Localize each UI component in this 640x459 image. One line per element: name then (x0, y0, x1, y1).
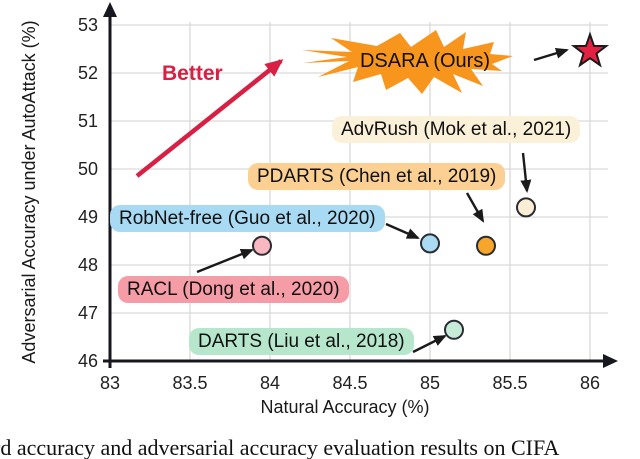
annotation-arrow (465, 192, 485, 223)
x-tick-label: 85 (419, 373, 441, 393)
y-tick-label: 49 (77, 207, 98, 227)
starburst-shape (302, 30, 513, 94)
annotation-arrow (385, 222, 420, 240)
x-tick-label: 84.5 (332, 373, 368, 393)
axes (103, 2, 618, 368)
point-pdarts (476, 235, 496, 256)
x-tick-label: 85.5 (492, 373, 528, 393)
point-racl (252, 235, 272, 256)
y-tick-label: 46 (77, 351, 98, 371)
annotation-arrow (520, 152, 532, 193)
figure-caption: rd accuracy and adversarial accuracy eva… (0, 435, 560, 459)
y-tick-label: 52 (77, 63, 98, 83)
y-axis-title: Adversarial Accuracy under AutoAttack (%… (19, 20, 39, 364)
better-annotation: Better (162, 62, 223, 85)
annotation-arrow (412, 334, 447, 354)
x-axis-title: Natural Accuracy (%) (260, 397, 430, 417)
annotation-arrow (533, 47, 569, 62)
dsara-starburst (302, 30, 513, 94)
label-dsara: DSARA (Ours) (359, 50, 491, 72)
label-darts: DARTS (Liu et al., 2018) (189, 328, 414, 355)
label-pdarts: PDARTS (Chen et al., 2019) (248, 163, 506, 190)
x-axis-arrowhead-icon (603, 354, 618, 368)
y-axis-arrowhead-icon (103, 2, 117, 17)
y-tick-label: 51 (77, 111, 98, 131)
point-darts (444, 319, 464, 340)
point-advrush (516, 197, 536, 218)
y-tick-label: 47 (77, 303, 98, 323)
x-tick-label: 84 (259, 373, 281, 393)
point-dsara-star (570, 31, 610, 68)
y-tick-label: 50 (77, 159, 98, 179)
data-points (252, 31, 610, 340)
label-advrush: AdvRush (Mok et al., 2021) (332, 116, 581, 143)
better-arrow (135, 59, 284, 178)
point-robnet-free (420, 233, 440, 254)
annotation-arrows (135, 47, 569, 354)
annotation-arrow (196, 248, 254, 274)
label-racl: RACL (Dong et al., 2020) (118, 276, 349, 303)
x-tick-label: 83 (99, 373, 121, 393)
x-tick-label: 83.5 (172, 373, 208, 393)
label-robnet-free: RobNet-free (Guo et al., 2020) (110, 205, 385, 232)
y-tick-label: 48 (77, 255, 98, 275)
y-tick-label: 53 (77, 15, 98, 35)
x-tick-label: 86 (579, 373, 601, 393)
